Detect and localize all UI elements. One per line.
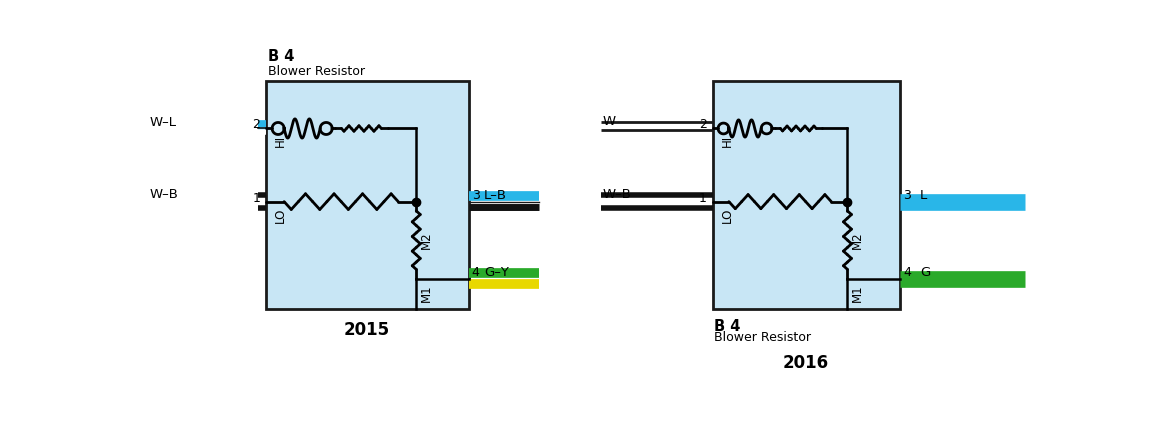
Text: L: L — [920, 189, 927, 202]
Text: LO: LO — [721, 208, 733, 223]
Text: W–B: W–B — [603, 188, 632, 201]
Text: 3: 3 — [472, 189, 480, 202]
Text: M1: M1 — [852, 284, 864, 302]
Text: 2015: 2015 — [344, 321, 390, 338]
Text: 3: 3 — [902, 189, 910, 202]
Text: M2: M2 — [420, 231, 433, 249]
Text: 2016: 2016 — [783, 354, 829, 372]
Text: M1: M1 — [420, 284, 433, 302]
Text: LO: LO — [274, 208, 287, 223]
Text: G–Y: G–Y — [485, 266, 509, 279]
Text: 2: 2 — [252, 118, 260, 131]
Text: W–L: W–L — [150, 116, 177, 129]
Text: W: W — [603, 115, 616, 127]
Text: W–B: W–B — [150, 188, 178, 201]
Text: 4: 4 — [472, 266, 480, 279]
Text: G: G — [920, 266, 930, 279]
Bar — [712, 81, 900, 309]
Text: 2: 2 — [699, 118, 707, 131]
Text: 1: 1 — [252, 192, 260, 205]
Bar — [266, 81, 468, 309]
Text: M2: M2 — [852, 231, 864, 249]
Text: B 4: B 4 — [715, 319, 740, 334]
Text: 4: 4 — [902, 266, 910, 279]
Text: 1: 1 — [699, 192, 707, 205]
Text: L–B: L–B — [485, 189, 506, 202]
Text: HI: HI — [721, 135, 733, 147]
Text: B 4: B 4 — [268, 49, 294, 64]
Text: Blower Resistor: Blower Resistor — [268, 65, 365, 78]
Text: HI: HI — [274, 135, 287, 147]
Text: Blower Resistor: Blower Resistor — [715, 331, 811, 344]
